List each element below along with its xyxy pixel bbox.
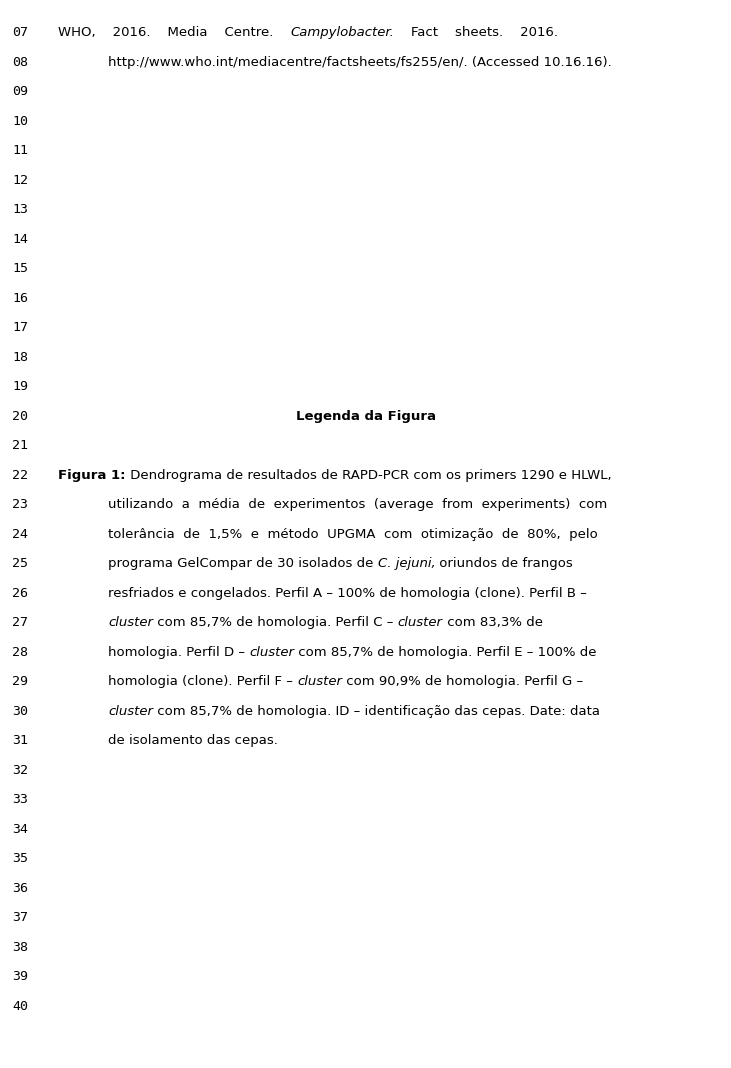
Text: 10: 10: [12, 114, 28, 128]
Text: 20: 20: [12, 410, 28, 423]
Text: Legenda da Figura: Legenda da Figura: [295, 410, 436, 423]
Text: 14: 14: [12, 233, 28, 246]
Text: cluster: cluster: [398, 616, 443, 629]
Text: 15: 15: [12, 263, 28, 276]
Text: 08: 08: [12, 56, 28, 68]
Text: 26: 26: [12, 586, 28, 600]
Text: 09: 09: [12, 85, 28, 98]
Text: homologia (clone). Perfil F –: homologia (clone). Perfil F –: [108, 675, 297, 688]
Text: programa GelCompar de 30 isolados de: programa GelCompar de 30 isolados de: [108, 557, 378, 570]
Text: com 85,7% de homologia. Perfil E – 100% de: com 85,7% de homologia. Perfil E – 100% …: [295, 646, 596, 659]
Text: Campylobacter.: Campylobacter.: [290, 27, 394, 40]
Text: cluster: cluster: [249, 646, 295, 659]
Text: WHO,    2016.    Media    Centre.: WHO, 2016. Media Centre.: [58, 27, 290, 40]
Text: tolerância  de  1,5%  e  método  UPGMA  com  otimização  de  80%,  pelo: tolerância de 1,5% e método UPGMA com ot…: [108, 528, 598, 540]
Text: 39: 39: [12, 970, 28, 984]
Text: 16: 16: [12, 292, 28, 304]
Text: com 90,9% de homologia. Perfil G –: com 90,9% de homologia. Perfil G –: [342, 675, 583, 688]
Text: 21: 21: [12, 439, 28, 452]
Text: 35: 35: [12, 852, 28, 865]
Text: 17: 17: [12, 321, 28, 334]
Text: 11: 11: [12, 144, 28, 157]
Text: 22: 22: [12, 469, 28, 482]
Text: http://www.who.int/mediacentre/factsheets/fs255/en/. (Accessed 10.16.16).: http://www.who.int/mediacentre/factsheet…: [108, 56, 612, 68]
Text: 18: 18: [12, 350, 28, 364]
Text: 25: 25: [12, 557, 28, 570]
Text: 38: 38: [12, 941, 28, 954]
Text: 30: 30: [12, 705, 28, 718]
Text: 31: 31: [12, 735, 28, 748]
Text: 32: 32: [12, 764, 28, 776]
Text: 34: 34: [12, 822, 28, 836]
Text: 12: 12: [12, 174, 28, 187]
Text: 07: 07: [12, 27, 28, 40]
Text: cluster: cluster: [297, 675, 342, 688]
Text: Fact    sheets.    2016.: Fact sheets. 2016.: [394, 27, 558, 40]
Text: 29: 29: [12, 675, 28, 688]
Text: 40: 40: [12, 1000, 28, 1012]
Text: de isolamento das cepas.: de isolamento das cepas.: [108, 735, 278, 748]
Text: Figura 1:: Figura 1:: [58, 469, 126, 482]
Text: com 85,7% de homologia. Perfil C –: com 85,7% de homologia. Perfil C –: [153, 616, 398, 629]
Text: homologia. Perfil D –: homologia. Perfil D –: [108, 646, 249, 659]
Text: 19: 19: [12, 380, 28, 393]
Text: 37: 37: [12, 911, 28, 924]
Text: 23: 23: [12, 499, 28, 512]
Text: 36: 36: [12, 882, 28, 895]
Text: resfriados e congelados. Perfil A – 100% de homologia (clone). Perfil B –: resfriados e congelados. Perfil A – 100%…: [108, 586, 587, 600]
Text: com 85,7% de homologia. ID – identificação das cepas. Date: data: com 85,7% de homologia. ID – identificaç…: [153, 705, 600, 718]
Text: com 83,3% de: com 83,3% de: [443, 616, 542, 629]
Text: 13: 13: [12, 203, 28, 216]
Text: 33: 33: [12, 794, 28, 806]
Text: 24: 24: [12, 528, 28, 540]
Text: Dendrograma de resultados de RAPD-PCR com os primers 1290 e HLWL,: Dendrograma de resultados de RAPD-PCR co…: [126, 469, 611, 482]
Text: 28: 28: [12, 646, 28, 659]
Text: C. jejuni,: C. jejuni,: [378, 557, 436, 570]
Text: 27: 27: [12, 616, 28, 629]
Text: cluster: cluster: [108, 616, 153, 629]
Text: oriundos de frangos: oriundos de frangos: [436, 557, 573, 570]
Text: cluster: cluster: [108, 705, 153, 718]
Text: utilizando  a  média  de  experimentos  (average  from  experiments)  com: utilizando a média de experimentos (aver…: [108, 499, 607, 512]
